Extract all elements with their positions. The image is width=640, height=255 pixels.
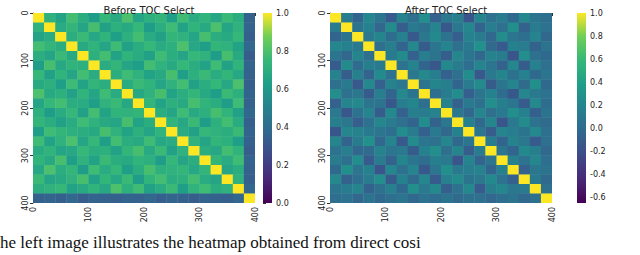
svg-text:300: 300 <box>21 148 30 163</box>
svg-text:200: 200 <box>318 100 327 115</box>
svg-text:0.2: 0.2 <box>590 101 603 110</box>
svg-text:400: 400 <box>317 195 327 211</box>
svg-text:Before TOC Select: Before TOC Select <box>104 5 195 16</box>
svg-text:0.6: 0.6 <box>276 85 289 94</box>
svg-text:300: 300 <box>492 207 501 222</box>
svg-text:400: 400 <box>20 195 30 211</box>
svg-text:100: 100 <box>381 207 390 222</box>
svg-text:0.6: 0.6 <box>590 55 603 64</box>
html-text:he left image illustrates the: he left image illustrates the heatmap ob… <box>0 233 421 252</box>
svg-text:400: 400 <box>548 207 557 222</box>
svg-text:100: 100 <box>21 53 30 68</box>
svg-text:0.2: 0.2 <box>276 161 289 170</box>
svg-text:0: 0 <box>29 207 38 212</box>
svg-text:0.4: 0.4 <box>590 78 603 87</box>
svg-text:300: 300 <box>195 207 204 222</box>
svg-text:1.0: 1.0 <box>590 9 603 18</box>
svg-text:After TOC Select: After TOC Select <box>405 5 487 16</box>
svg-text:0.8: 0.8 <box>590 32 603 41</box>
svg-text:0.4: 0.4 <box>276 123 289 132</box>
svg-text:100: 100 <box>84 207 93 222</box>
svg-text:200: 200 <box>21 100 30 115</box>
svg-text:300: 300 <box>318 148 327 163</box>
svg-text:1.0: 1.0 <box>276 9 289 18</box>
svg-text:-0.4: -0.4 <box>590 170 606 179</box>
svg-text:200: 200 <box>140 207 149 222</box>
svg-text:-0.2: -0.2 <box>590 147 606 156</box>
svg-text:0.0: 0.0 <box>276 199 289 208</box>
svg-text:0: 0 <box>318 10 327 15</box>
svg-text:0.0: 0.0 <box>590 124 603 133</box>
svg-text:0: 0 <box>326 207 335 212</box>
svg-text:0.8: 0.8 <box>276 47 289 56</box>
svg-text:100: 100 <box>318 53 327 68</box>
svg-text:-0.6: -0.6 <box>590 193 606 202</box>
svg-text:0: 0 <box>21 10 30 15</box>
svg-text:200: 200 <box>437 207 446 222</box>
svg-text:400: 400 <box>251 207 260 222</box>
